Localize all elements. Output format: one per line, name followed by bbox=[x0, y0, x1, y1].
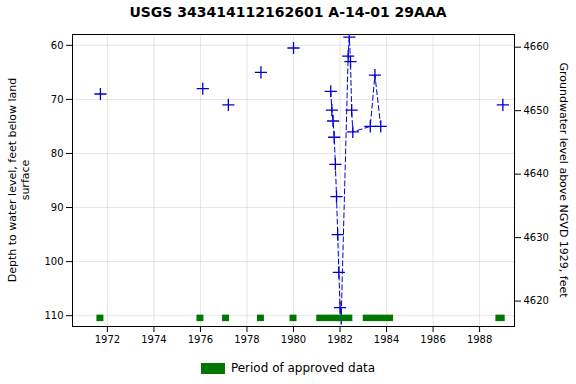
svg-text:1976: 1976 bbox=[188, 334, 213, 345]
svg-text:1972: 1972 bbox=[95, 334, 120, 345]
svg-text:1980: 1980 bbox=[281, 334, 306, 345]
svg-text:4620: 4620 bbox=[524, 295, 549, 306]
svg-text:1986: 1986 bbox=[420, 334, 445, 345]
svg-text:1982: 1982 bbox=[327, 334, 352, 345]
svg-text:1984: 1984 bbox=[374, 334, 399, 345]
svg-text:4650: 4650 bbox=[524, 105, 549, 116]
svg-text:60: 60 bbox=[51, 40, 64, 51]
svg-text:4660: 4660 bbox=[524, 41, 549, 52]
svg-text:1974: 1974 bbox=[141, 334, 166, 345]
svg-text:110: 110 bbox=[44, 310, 63, 321]
svg-text:4630: 4630 bbox=[524, 232, 549, 243]
html-text:Period of approved data: Period of approved data bbox=[230, 361, 376, 375]
svg-text:100: 100 bbox=[44, 256, 63, 267]
svg-text:Depth to water level, feet bel: Depth to water level, feet below landsur… bbox=[6, 78, 32, 283]
html-text:USGS 343414112162601 A-14-01 2: USGS 343414112162601 A-14-01 29AAA bbox=[129, 4, 447, 20]
svg-text:90: 90 bbox=[51, 202, 64, 213]
svg-text:1988: 1988 bbox=[467, 334, 492, 345]
svg-text:70: 70 bbox=[51, 94, 64, 105]
svg-text:80: 80 bbox=[51, 148, 64, 159]
svg-text:1978: 1978 bbox=[234, 334, 259, 345]
svg-text:Groundwater level above NGVD 1: Groundwater level above NGVD 1929, feet bbox=[557, 62, 570, 298]
svg-text:4640: 4640 bbox=[524, 168, 549, 179]
